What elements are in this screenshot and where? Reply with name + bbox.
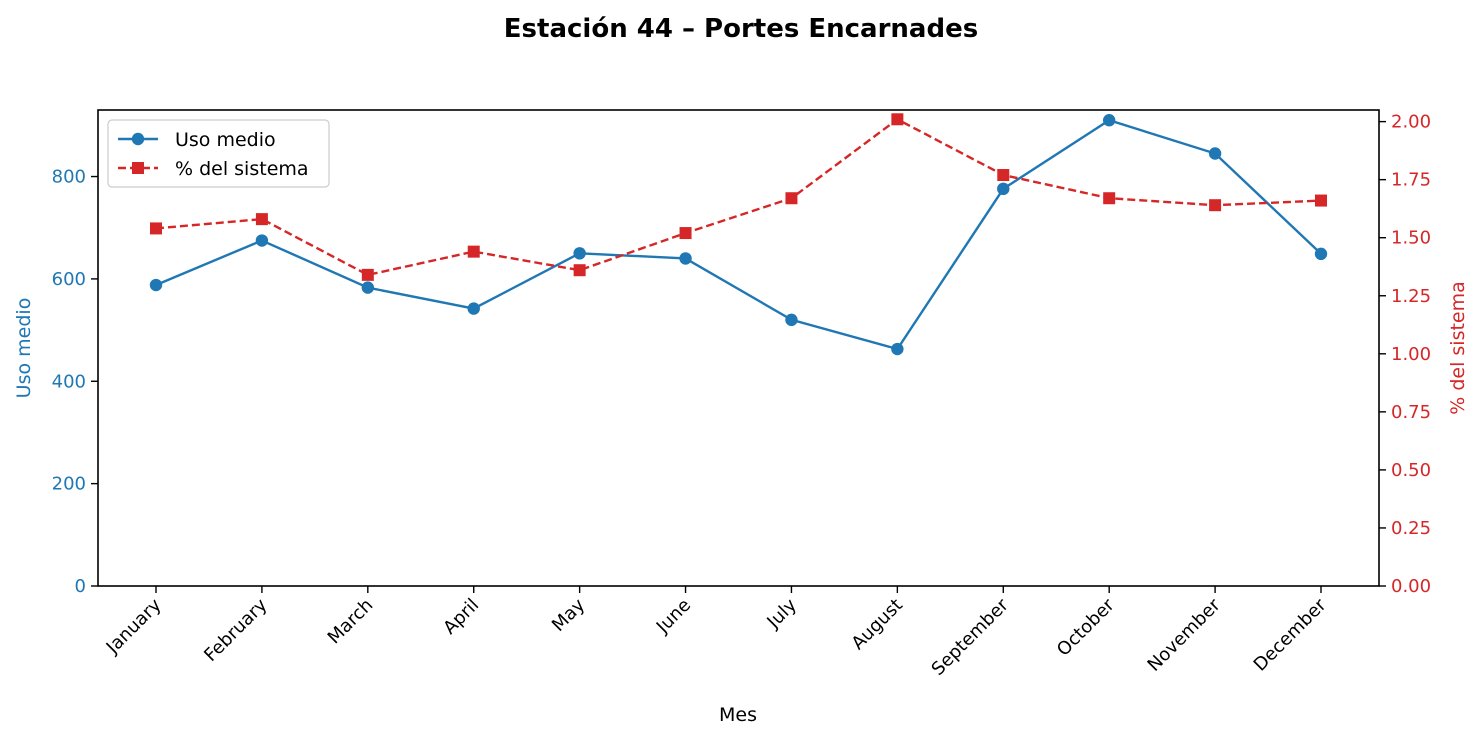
y-right-tick-label: 1.25	[1391, 286, 1431, 307]
legend-label: Uso medio	[175, 129, 276, 151]
series-point	[255, 213, 268, 226]
series-point	[1315, 194, 1327, 207]
series-point	[997, 169, 1010, 182]
legend-marker	[131, 132, 145, 146]
y-left-tick-label: 200	[52, 474, 86, 495]
series-point	[997, 182, 1010, 196]
series-point	[785, 313, 798, 327]
y-left-axis-label: Uso medio	[13, 298, 35, 399]
x-tick-label: January	[102, 594, 166, 658]
y-right-tick-label: 1.75	[1391, 170, 1431, 191]
y-left-tick-label: 0	[75, 576, 86, 597]
series-point	[361, 268, 374, 281]
x-tick-label: December	[1250, 594, 1331, 675]
y-left-tick-label: 600	[52, 269, 86, 290]
series-point	[891, 113, 904, 126]
y-right-tick-label: 0.00	[1391, 576, 1431, 597]
y-left-tick-label: 400	[52, 371, 86, 392]
series-point	[1209, 199, 1222, 212]
chart-title: Estación 44 – Portes Encarnades	[504, 14, 978, 44]
series-line	[155, 117, 1322, 277]
series-point	[1103, 192, 1116, 205]
series-line	[155, 118, 1322, 351]
series-point	[149, 278, 163, 292]
x-axis-label: Mes	[719, 704, 757, 726]
x-tick-label: June	[652, 595, 695, 638]
x-tick-label: October	[1053, 594, 1119, 660]
y-right-tick-label: 0.50	[1391, 460, 1431, 481]
series-point	[1102, 114, 1116, 127]
x-tick-label: November	[1144, 594, 1225, 675]
x-tick-label: March	[324, 595, 378, 649]
legend-box	[107, 119, 330, 188]
x-tick-label: August	[848, 595, 907, 654]
plot-area: 0 200 400 600 800 0.00 0.25 0.50 0.75 1.00 1.25 1.5…	[52, 109, 1431, 680]
series-point	[679, 227, 692, 240]
series-point	[361, 281, 375, 294]
y-right-axis-label: % del sistema	[1447, 281, 1469, 415]
series-point	[679, 252, 692, 265]
series-point	[891, 342, 904, 356]
x-tick-label: May	[548, 594, 589, 635]
x-tick-label: February	[200, 594, 271, 665]
y-right-tick-label: 1.50	[1391, 228, 1431, 249]
series-point	[1208, 147, 1222, 160]
series-point	[255, 234, 269, 247]
legend-label: % del sistema	[175, 158, 309, 180]
y-right-tick-label: 0.75	[1391, 402, 1431, 423]
x-tick-label: April	[439, 595, 483, 639]
x-tick-label: September	[928, 594, 1014, 680]
series-point	[785, 192, 798, 205]
plot-frame	[97, 109, 1380, 587]
series-point	[467, 302, 480, 315]
y-right-tick-label: 2.00	[1391, 112, 1431, 133]
series-point	[467, 245, 480, 258]
y-left-tick-label: 800	[52, 167, 86, 188]
series-point	[573, 264, 586, 277]
y-right-tick-label: 1.00	[1391, 344, 1431, 365]
legend-marker	[132, 162, 144, 174]
legend: Uso medio % del sistema	[107, 119, 330, 188]
series-point	[150, 222, 162, 235]
y-right-tick-label: 0.25	[1391, 518, 1431, 539]
x-tick-label: July	[763, 594, 802, 633]
series-point	[573, 247, 586, 260]
series-point	[1314, 247, 1328, 261]
